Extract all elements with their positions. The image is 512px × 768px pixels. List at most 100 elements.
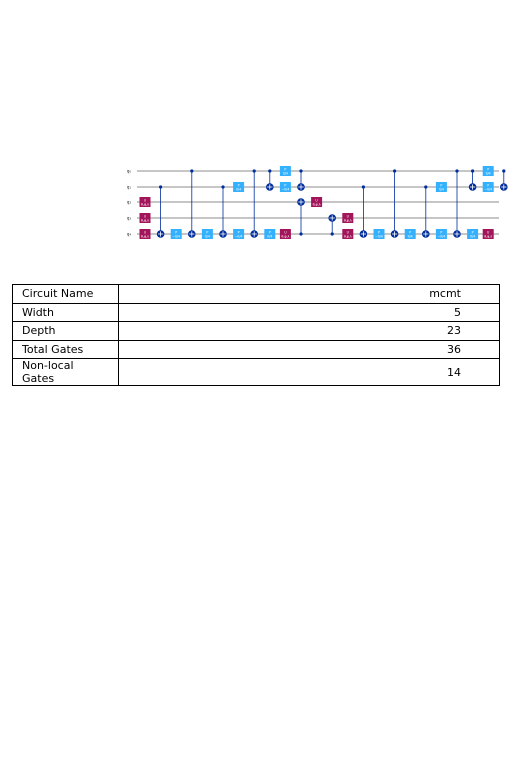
gate-label: P <box>206 230 208 234</box>
p-gate <box>201 229 213 239</box>
u-gate <box>342 213 354 223</box>
control-dot <box>190 169 194 173</box>
gate-param: π/4 <box>439 187 444 191</box>
circuit-stats-table: Circuit Name mcmt Width 5 Depth 23 Total… <box>12 284 500 386</box>
gate-label: U <box>347 230 350 234</box>
p-gate <box>279 166 291 176</box>
gate-param: π/4 <box>486 171 491 175</box>
p-gate <box>435 182 447 192</box>
circuit-diagram: q₀q₁q₂q₃q₄Uθ,φ,λUθ,φ,λUθ,φ,λP−π/4Pπ/4Pπ/… <box>127 166 508 239</box>
gate-label: P <box>284 167 286 171</box>
gate-param: θ,φ,λ <box>141 202 149 206</box>
p-gate <box>482 166 494 176</box>
u-gate <box>311 197 323 207</box>
p-gate <box>264 229 276 239</box>
stat-value: 5 <box>118 302 500 322</box>
p-gate <box>435 229 447 239</box>
stat-key: Depth <box>12 321 119 341</box>
gate-param: θ,φ,λ <box>313 202 321 206</box>
control-dot <box>221 185 225 189</box>
stat-key: Circuit Name <box>12 284 119 304</box>
gate-label: P <box>238 230 240 234</box>
gate-param: θ,φ,λ <box>344 234 352 238</box>
stat-value: 14 <box>118 358 500 386</box>
gate-label: P <box>284 183 286 187</box>
stat-value: 36 <box>118 339 500 359</box>
stat-key: Total Gates <box>12 339 119 359</box>
qubit-label: q₄ <box>127 231 132 236</box>
gate-label: P <box>269 230 271 234</box>
u-gate <box>342 229 354 239</box>
u-gate <box>139 229 151 239</box>
control-dot <box>455 169 459 173</box>
gate-label: P <box>472 230 474 234</box>
control-dot <box>268 169 272 173</box>
p-gate <box>233 182 245 192</box>
gate-param: −π/4 <box>235 234 243 238</box>
u-gate <box>482 229 494 239</box>
gate-param: π/4 <box>267 234 272 238</box>
gate-param: π/4 <box>283 171 288 175</box>
gate-param: π/4 <box>205 234 210 238</box>
gate-param: π/4 <box>408 234 413 238</box>
gate-label: P <box>409 230 411 234</box>
qubit-label: q₁ <box>127 184 132 189</box>
gate-label: P <box>487 183 489 187</box>
u-gate <box>279 229 291 239</box>
control-dot <box>502 169 506 173</box>
gate-param: −π/4 <box>484 187 492 191</box>
gate-label: P <box>378 230 380 234</box>
gate-param: θ,φ,λ <box>344 218 352 222</box>
gate-label: U <box>315 198 318 202</box>
gate-label: P <box>175 230 177 234</box>
qubit-label: q₀ <box>127 168 132 173</box>
gate-label: P <box>440 183 442 187</box>
table-row: Non-local Gates 14 <box>12 358 500 386</box>
control-dot <box>330 232 334 236</box>
p-gate <box>233 229 245 239</box>
p-gate <box>279 182 291 192</box>
control-dot <box>299 232 303 236</box>
gate-param: π/4 <box>236 187 241 191</box>
gate-label: U <box>487 230 490 234</box>
table-row: Total Gates 36 <box>12 339 500 359</box>
stat-key: Width <box>12 302 119 322</box>
gate-param: −π/4 <box>375 234 383 238</box>
control-dot <box>361 185 365 189</box>
u-gate <box>139 213 151 223</box>
control-dot <box>252 169 256 173</box>
gate-label: P <box>238 183 240 187</box>
control-dot <box>471 169 475 173</box>
gate-param: θ,φ,λ <box>484 234 492 238</box>
u-gate <box>139 197 151 207</box>
control-dot <box>159 185 163 189</box>
gate-label: U <box>144 198 147 202</box>
gate-param: −π/4 <box>282 187 290 191</box>
table-row: Depth 23 <box>12 321 500 341</box>
table-row: Circuit Name mcmt <box>12 284 500 304</box>
control-dot <box>299 169 303 173</box>
gate-param: θ,φ,λ <box>281 234 289 238</box>
gate-label: P <box>487 167 489 171</box>
p-gate <box>482 182 494 192</box>
gate-param: −π/4 <box>172 234 180 238</box>
gate-param: π/4 <box>470 234 475 238</box>
gate-label: P <box>440 230 442 234</box>
gate-label: U <box>347 214 350 218</box>
p-gate <box>467 229 479 239</box>
gate-param: θ,φ,λ <box>141 234 149 238</box>
control-dot <box>393 169 397 173</box>
stat-value: mcmt <box>118 284 500 304</box>
qubit-label: q₂ <box>127 199 132 204</box>
table-row: Width 5 <box>12 302 500 322</box>
qubit-label: q₃ <box>127 215 132 220</box>
p-gate <box>373 229 385 239</box>
stat-key: Non-local Gates <box>12 358 119 386</box>
gate-label: U <box>144 230 147 234</box>
gate-param: θ,φ,λ <box>141 218 149 222</box>
gate-label: U <box>144 214 147 218</box>
gate-param: −π/4 <box>438 234 446 238</box>
stat-value: 23 <box>118 321 500 341</box>
p-gate <box>170 229 182 239</box>
p-gate <box>404 229 416 239</box>
